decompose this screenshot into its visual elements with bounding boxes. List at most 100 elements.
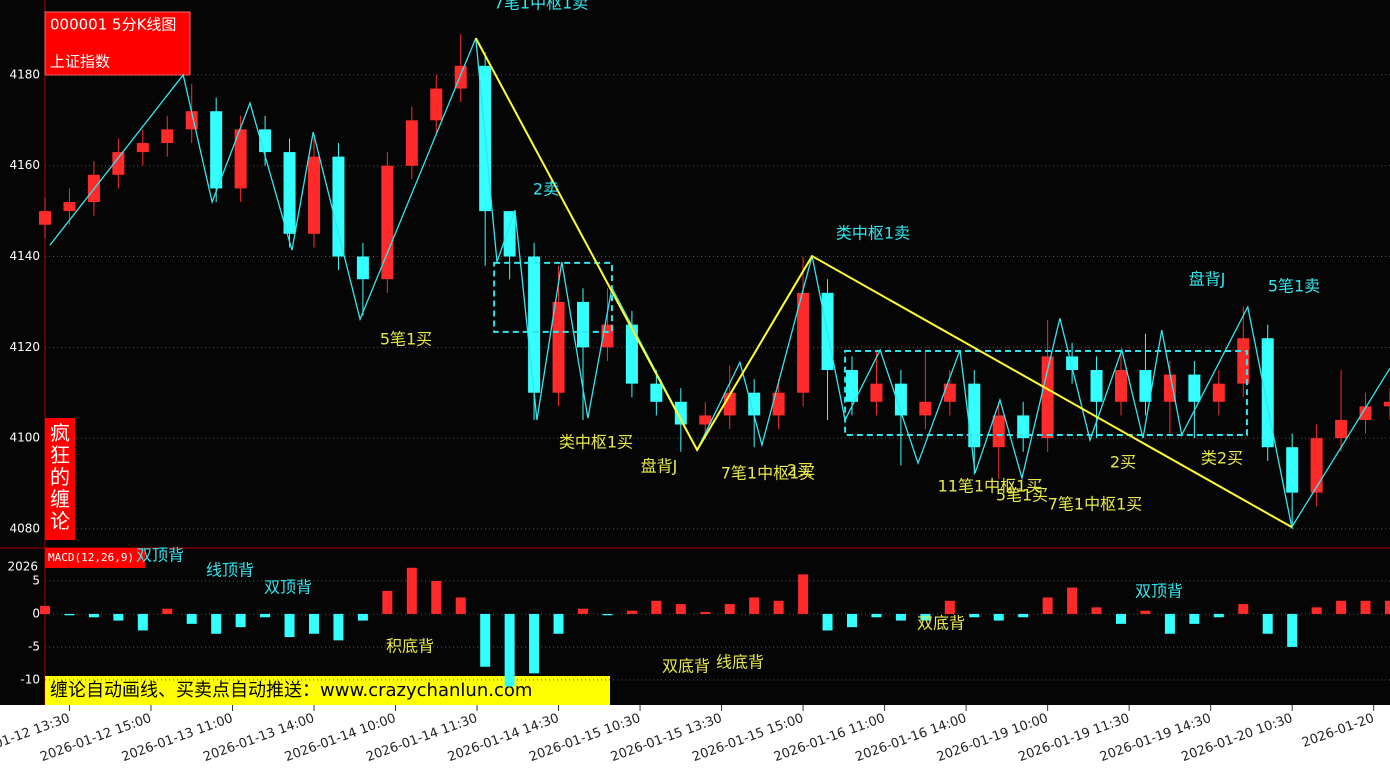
annotation: 5笔1卖 [1268, 277, 1320, 296]
candle-body [943, 383, 956, 402]
candle-body [332, 156, 345, 257]
macd-bar [211, 613, 222, 634]
y-tick-label: 4160 [9, 158, 40, 172]
candle-body [552, 301, 565, 393]
macd-title-box [45, 548, 145, 568]
macd-bar [920, 613, 931, 621]
chart-subtitle: 上证指数 [50, 53, 110, 71]
macd-bar [1042, 597, 1053, 614]
candle-body [1335, 419, 1348, 439]
annotation: 类中枢1卖 [836, 224, 910, 243]
candle-body [1041, 356, 1054, 439]
footer: 缠论自动画线、买卖点自动推送：www.crazychanlun.com [50, 680, 532, 701]
chart-title: 000001 5分K线图 [50, 16, 176, 34]
annotation: 2买 [787, 461, 813, 480]
candle-body [1188, 374, 1201, 402]
annotation: 2买 [1110, 453, 1136, 472]
annotation: 7笔1中枢1买 [721, 464, 816, 483]
corner-label: 2026 [7, 560, 38, 574]
annotation: 双顶背 [136, 546, 184, 565]
y-tick-label: 0 [32, 606, 40, 620]
candle-body [210, 111, 223, 189]
macd-bar [504, 613, 515, 687]
candle-body [63, 202, 76, 212]
macd-bar [749, 597, 760, 614]
macd-title: MACD(12,26,9) [48, 551, 134, 564]
y-tick-label: 4140 [9, 249, 40, 263]
macd-bar [1336, 600, 1347, 614]
candle-body [283, 152, 296, 234]
candle-body [797, 292, 810, 393]
annotation: 类中枢1买 [559, 433, 633, 452]
macd-bar [602, 613, 613, 616]
macd-bar [847, 613, 857, 628]
annotation: 7笔1中枢1卖 [494, 0, 589, 13]
candle-body [308, 156, 320, 234]
candle-body [381, 165, 394, 280]
macd-bar [309, 613, 319, 634]
candle-body [625, 324, 638, 384]
macd-bar [88, 613, 99, 618]
candle-body [846, 370, 858, 402]
macd-bar [626, 610, 637, 614]
candle-body [39, 211, 51, 225]
annotation: 5笔1买 [996, 486, 1048, 505]
macd-bar [578, 608, 588, 614]
annotation: 双顶背 [264, 578, 312, 597]
macd-bar [1360, 600, 1371, 614]
y-tick-label: 4180 [9, 67, 40, 81]
macd-bar [1262, 613, 1273, 634]
macd-bar [480, 613, 491, 667]
candle-body [919, 401, 932, 416]
candle-body [112, 152, 125, 175]
candle-body [577, 301, 589, 348]
candle-body [1212, 383, 1225, 402]
annotation: 类2买 [1201, 449, 1243, 468]
stroke-line [49, 37, 1390, 529]
macd-bar [651, 600, 662, 614]
y-tick-label: -10 [20, 672, 40, 686]
macd-bar [1116, 613, 1126, 624]
candle-body [699, 415, 712, 425]
macd-bar [64, 613, 75, 616]
macd-bar [1311, 607, 1322, 614]
macd-bar [382, 590, 393, 614]
macd-bar [1091, 607, 1102, 614]
macd-bar [822, 613, 833, 631]
title-box [44, 11, 191, 76]
candle-body [1017, 415, 1030, 439]
center-box [493, 261, 613, 333]
center-box [844, 349, 1248, 436]
annotation: 线底背 [716, 653, 764, 672]
candle-body [1139, 370, 1152, 402]
candle-body [234, 129, 247, 189]
macd-bar [1164, 613, 1175, 634]
annotation: 5笔1买 [380, 330, 432, 349]
y-tick-label: 4080 [9, 521, 40, 535]
macd-bar [553, 613, 564, 634]
annotation: 双底背 [662, 657, 710, 676]
macd-bar [431, 580, 442, 614]
candle-body [1115, 370, 1127, 402]
macd-bar [871, 613, 882, 618]
macd-bar [333, 613, 344, 641]
candle-body [430, 88, 443, 121]
annotation: 2卖 [533, 180, 559, 199]
candle-body [161, 129, 174, 144]
macd-bar [895, 613, 906, 621]
y-tick-label: 5 [32, 573, 40, 587]
footer-box [45, 676, 610, 705]
macd-bar [284, 613, 295, 638]
candle-body [992, 415, 1005, 448]
macd-bar [186, 613, 197, 624]
macd-bar [1287, 613, 1298, 647]
macd-bar [1067, 587, 1078, 614]
macd-bar [113, 613, 124, 621]
macd-bar [406, 567, 417, 614]
macd-bar [137, 613, 148, 631]
macd-bar [235, 613, 246, 628]
segment-line [474, 37, 1293, 528]
annotation: 盘背J [641, 457, 678, 476]
candle-body [674, 401, 687, 425]
